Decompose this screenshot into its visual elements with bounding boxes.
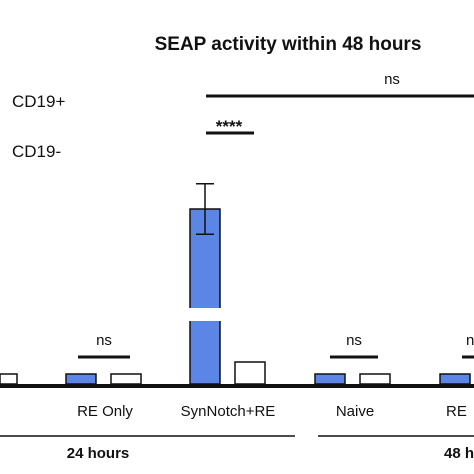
bar-cd19-positive-re [439, 373, 471, 385]
chart-title: SEAP activity within 48 hours [155, 34, 422, 55]
group-label-48-hours: 48 hours [444, 445, 474, 462]
sig-label-synnotch-re: **** [216, 117, 243, 136]
bar-cd19-negative-synnotch-re [234, 361, 266, 385]
bar-cd19-positive-naive [314, 373, 346, 385]
x-tick-re-only: RE Only [77, 403, 133, 420]
legend-entry-cd19-negative: CD19- [12, 142, 61, 161]
axis-break-synnotch-re [188, 308, 222, 321]
bar-cd19-positive-re-only [65, 373, 97, 385]
x-tick-re: RE [446, 403, 467, 420]
sig-label-naive: ns [346, 332, 362, 349]
legend-entry-cd19-positive: CD19+ [12, 92, 65, 111]
sig-label-re-only: ns [96, 332, 112, 349]
sig-label-long-comparison: ns [384, 71, 400, 88]
bar-cd19-negative-naive [359, 373, 391, 385]
sig-label-re-partial: ns [466, 332, 474, 349]
group-label-24-hours: 24 hours [67, 445, 130, 462]
x-tick-naive: Naive [336, 403, 374, 420]
bar-cd19-negative-offscreen [0, 373, 18, 385]
x-tick-synnotch-re: SynNotch+RE [181, 403, 276, 420]
bar-cd19-negative-re-only [110, 373, 142, 385]
bar-cd19-positive-synnotch-re [189, 208, 221, 385]
plot-area [0, 182, 471, 385]
